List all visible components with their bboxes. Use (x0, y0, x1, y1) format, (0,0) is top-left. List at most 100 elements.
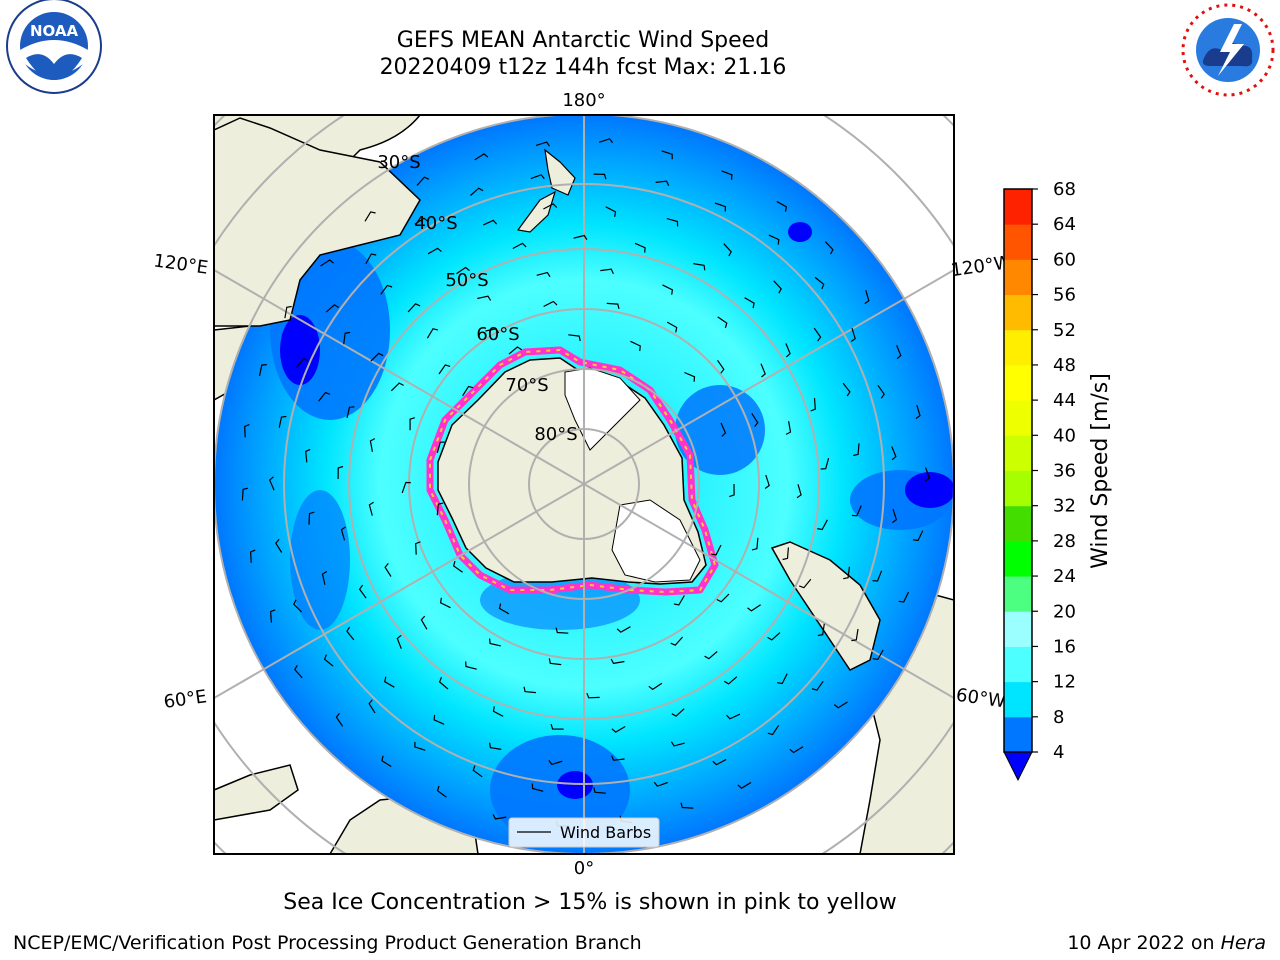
wind-barb (414, 741, 426, 751)
wind-barb (616, 626, 631, 633)
wind-barb (535, 141, 550, 147)
colorbar-ticks: 68 64 60 56 52 48 44 40 36 32 28 24 20 16 12 8 4 (1032, 179, 1076, 763)
wind-barb (891, 446, 897, 461)
wind-barb (813, 327, 822, 342)
wind-barb (492, 706, 504, 717)
wind-barb (864, 290, 870, 305)
wind-barb (912, 530, 924, 542)
wind-barb (293, 599, 303, 613)
graticule (214, 115, 954, 854)
wind-barb (684, 371, 696, 382)
wind-barb (925, 467, 931, 482)
wind-barb (531, 783, 544, 792)
wind-barb (485, 328, 500, 334)
wind-barb (244, 424, 250, 438)
wind-barb (369, 438, 376, 452)
wind-barb (723, 243, 732, 257)
wind-barb (483, 219, 498, 226)
colorbar-segment (1004, 681, 1032, 718)
colorbar-tick-label: 52 (1053, 320, 1076, 341)
wind-barb (872, 649, 884, 661)
lat-label-70s: 70°S (505, 375, 548, 396)
wind-barb (670, 741, 685, 747)
wind-barb (720, 422, 727, 437)
wind-barb (721, 170, 733, 180)
wind-barb (420, 615, 428, 630)
wind-barb (798, 578, 812, 589)
colorbar-tick-label: 20 (1053, 601, 1076, 622)
ronne-ice-shelf (611, 499, 701, 583)
wind-barb (611, 755, 625, 761)
wind-barb (465, 661, 477, 670)
wind-barb (358, 584, 367, 599)
wind-barb (726, 713, 741, 720)
colorbar-tick-label: 16 (1053, 636, 1076, 657)
lat-label-40s: 40°S (414, 213, 457, 234)
colorbar-segment (1004, 540, 1032, 577)
wind-barb (764, 474, 770, 489)
south-america-land (770, 541, 881, 671)
wind-barb (492, 814, 507, 820)
wind-barb (773, 280, 782, 294)
wind-barb (671, 708, 685, 717)
wind-barb (814, 276, 825, 290)
wind-barb (634, 242, 646, 253)
wind-barb (436, 502, 444, 516)
wind-barb (323, 654, 334, 667)
wind-barb (796, 484, 802, 499)
footer-date: 10 Apr 2022 on Hera (1067, 932, 1266, 954)
wind-barb (415, 541, 421, 555)
wind-barb (896, 345, 902, 360)
colorbar-segment (1004, 576, 1032, 612)
colorbar-tick-label: 12 (1053, 672, 1076, 693)
wind-barb (760, 363, 766, 378)
wind-barb (346, 406, 355, 419)
wind-barb (817, 623, 825, 637)
lon-label-0: 0° (574, 858, 594, 879)
wind-barb (723, 676, 738, 685)
wind-barb (438, 364, 451, 375)
wind-barb (600, 268, 614, 274)
wind-barb (593, 173, 607, 180)
map-title: GEFS MEAN Antarctic Wind Speed (396, 28, 770, 53)
colorbar-segment (1004, 259, 1032, 296)
colorbar: 68 64 60 56 52 48 44 40 36 32 28 24 20 16 12 8 4 Wind Sp… (1003, 179, 1113, 782)
colorbar-tick-label: 60 (1053, 249, 1076, 270)
wind-barb (340, 526, 346, 541)
wind-barb (321, 570, 328, 585)
wind-barb (751, 537, 759, 551)
wind-barb (655, 180, 670, 186)
colorbar-tick-label: 68 (1053, 179, 1076, 200)
wind-barb (843, 566, 850, 580)
wind-barb (433, 714, 445, 725)
wind-barb (717, 359, 725, 374)
wind-barb (716, 593, 730, 603)
colorbar-segment (1004, 329, 1032, 366)
colorbar-segment (1004, 505, 1032, 542)
wind-barb (586, 692, 600, 699)
footer-credit: NCEP/EMC/Verification Post Processing Pr… (13, 932, 642, 954)
colorbar-segment (1004, 224, 1032, 260)
wind-barb (877, 384, 885, 399)
wind-barb (548, 658, 562, 666)
wind-barb (489, 638, 501, 647)
wind-barb (661, 150, 673, 160)
wind-barb (346, 626, 355, 641)
wind-barb (842, 382, 851, 397)
wind-barb (470, 187, 484, 196)
wind-barb (436, 785, 447, 798)
lat-label-80s: 80°S (534, 424, 577, 445)
wind-barb (648, 682, 663, 691)
map-frame-border (213, 114, 955, 855)
colorbar-segment (1004, 364, 1032, 401)
wind-barb (744, 297, 755, 309)
wind-barb (630, 340, 641, 352)
wind-barb (543, 300, 558, 308)
wind-barb (767, 632, 781, 641)
colorbar-tick-label: 32 (1053, 496, 1076, 517)
wind-barb (512, 242, 527, 250)
wind-barb (915, 404, 921, 419)
wind-barb (872, 570, 883, 582)
wind-barb (364, 211, 376, 222)
wind-barb (785, 343, 791, 358)
